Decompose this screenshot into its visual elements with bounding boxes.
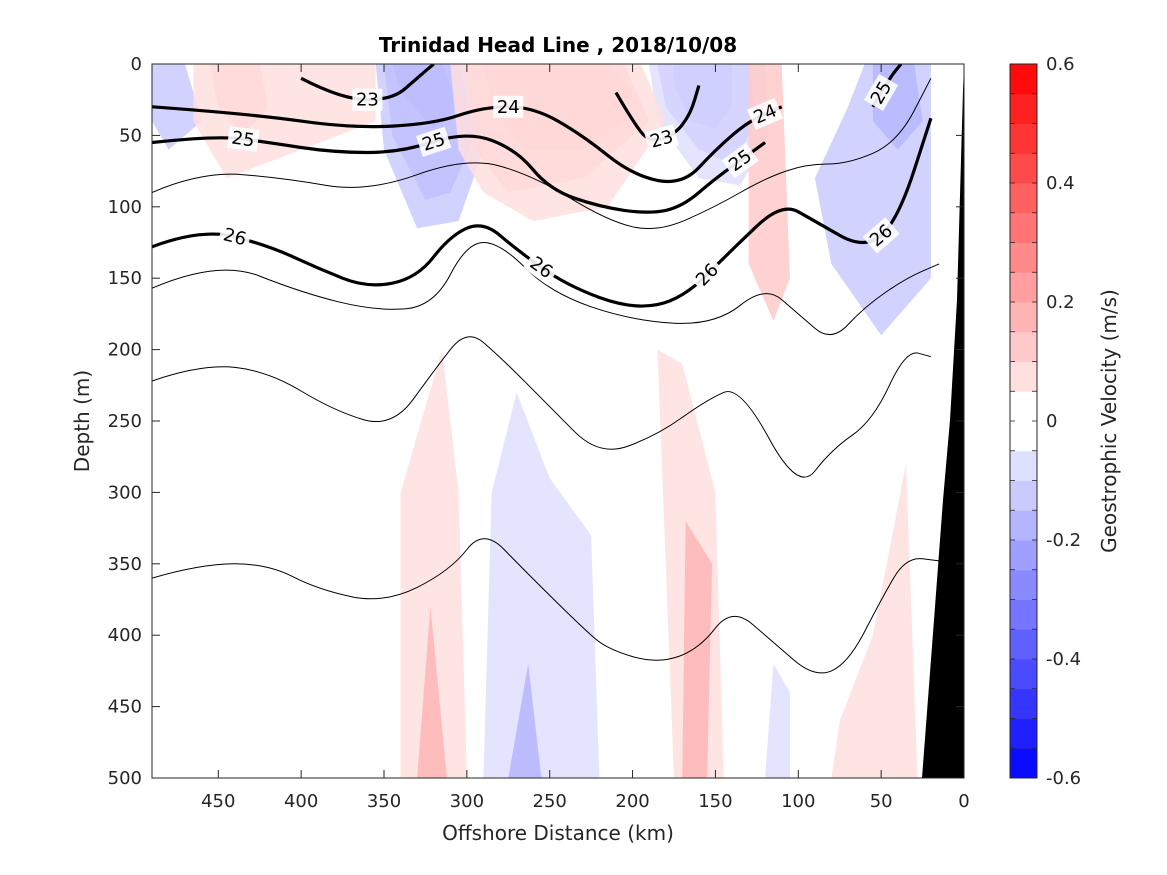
colorbar-segment bbox=[1010, 421, 1037, 452]
colorbar: -0.6 -0.4 -0.2 0 0.2 0.4 0.6 bbox=[1009, 54, 1081, 789]
x-tick-label: 200 bbox=[615, 791, 649, 812]
velocity-patch bbox=[400, 349, 467, 778]
isopycnal-label-bg bbox=[226, 125, 260, 153]
colorbar-tick-label: 0.6 bbox=[1046, 54, 1075, 75]
colorbar-tick-label: 0.4 bbox=[1046, 173, 1075, 194]
isopycnal-thin bbox=[152, 336, 932, 478]
colorbar-segment bbox=[1010, 183, 1037, 214]
y-tick-label: 0 bbox=[131, 54, 142, 75]
colorbar-segment bbox=[1010, 629, 1037, 660]
isopycnal-label-bg bbox=[864, 74, 899, 112]
plot-area bbox=[152, 64, 964, 778]
isopycnal-label: 25 bbox=[230, 127, 256, 151]
isopycnal-label-bg bbox=[862, 217, 900, 254]
colorbar-segment bbox=[1010, 569, 1037, 600]
colorbar-segment bbox=[1010, 212, 1037, 243]
y-tick-label: 500 bbox=[108, 768, 142, 789]
isopycnal-bold bbox=[152, 105, 783, 184]
colorbar-tick-label: -0.2 bbox=[1046, 530, 1081, 551]
colorbar-segment bbox=[1010, 361, 1037, 392]
colorbar-segment bbox=[1010, 123, 1037, 154]
colorbar-title: Geostrophic Velocity (m/s) bbox=[1097, 289, 1121, 553]
isopycnal-label-bg bbox=[644, 124, 680, 154]
velocity-patch bbox=[417, 606, 447, 778]
y-tick-label: 100 bbox=[108, 197, 142, 218]
x-axis: 450 400 350 300 250 200 150 100 50 0 bbox=[201, 64, 970, 812]
x-axis-title: Offshore Distance (km) bbox=[442, 821, 674, 845]
isopycnal-label-bg bbox=[688, 256, 726, 293]
y-axis-title: Depth (m) bbox=[70, 370, 94, 472]
velocity-patch bbox=[814, 64, 931, 336]
colorbar-segment bbox=[1010, 450, 1037, 481]
isopycnal-label-bg bbox=[522, 249, 561, 286]
isopycnal-thin bbox=[152, 242, 940, 335]
isopycnal-label-bg bbox=[747, 97, 784, 131]
colorbar-segment bbox=[1010, 599, 1037, 630]
x-tick-label: 150 bbox=[698, 791, 732, 812]
colorbar-segment bbox=[1010, 688, 1037, 719]
isopycnal-label-bg bbox=[721, 142, 759, 179]
colorbar-segment bbox=[1010, 153, 1037, 184]
colorbar-segment bbox=[1010, 391, 1037, 422]
y-axis: 0 50 100 150 200 250 300 350 400 450 500 bbox=[108, 54, 964, 789]
velocity-patch bbox=[765, 663, 790, 778]
x-tick-label: 250 bbox=[533, 791, 567, 812]
colorbar-segment bbox=[1010, 540, 1037, 571]
isopycnal-label-bg bbox=[493, 95, 524, 118]
velocity-patch bbox=[831, 463, 918, 778]
colorbar-segment bbox=[1010, 302, 1037, 333]
y-tick-label: 400 bbox=[108, 625, 142, 646]
bathymetry-shelf bbox=[922, 64, 964, 778]
y-tick-label: 50 bbox=[119, 125, 142, 146]
x-tick-label: 50 bbox=[870, 791, 893, 812]
colorbar-segment bbox=[1010, 510, 1037, 541]
velocity-field bbox=[152, 64, 931, 778]
colorbar-segment bbox=[1010, 659, 1037, 690]
chart-title: Trinidad Head Line , 2018/10/08 bbox=[379, 33, 737, 57]
y-tick-label: 300 bbox=[108, 482, 142, 503]
velocity-patch bbox=[682, 521, 713, 778]
colorbar-tick-label: -0.6 bbox=[1046, 768, 1081, 789]
isopycnal-label: 24 bbox=[497, 97, 520, 118]
x-tick-label: 450 bbox=[201, 791, 235, 812]
colorbar-segment bbox=[1010, 480, 1037, 511]
y-tick-label: 150 bbox=[108, 268, 142, 289]
colorbar-tick-label: 0 bbox=[1046, 411, 1057, 432]
isopycnal-bold bbox=[152, 134, 767, 214]
isopycnal-label-bg bbox=[352, 88, 383, 111]
isopycnal-label-bg bbox=[416, 126, 452, 157]
y-tick-label: 450 bbox=[108, 697, 142, 718]
y-tick-label: 250 bbox=[108, 411, 142, 432]
velocity-patch bbox=[152, 64, 202, 150]
isopycnal-thin bbox=[152, 538, 940, 674]
x-tick-label: 100 bbox=[781, 791, 815, 812]
colorbar-segment bbox=[1010, 93, 1037, 124]
velocity-patch bbox=[483, 392, 600, 778]
isopycnal-label: 23 bbox=[356, 90, 379, 111]
colorbar-segment bbox=[1010, 64, 1037, 95]
colorbar-segment bbox=[1010, 718, 1037, 749]
x-tick-label: 300 bbox=[450, 791, 484, 812]
colorbar-tick-label: -0.4 bbox=[1046, 649, 1081, 670]
colorbar-segment bbox=[1010, 242, 1037, 273]
isopycnal-thin bbox=[152, 78, 932, 229]
isopycnal-label-bg bbox=[217, 222, 253, 252]
y-tick-label: 200 bbox=[108, 340, 142, 361]
colorbar-segment bbox=[1010, 272, 1037, 303]
colorbar-segment bbox=[1010, 331, 1037, 362]
x-tick-label: 350 bbox=[367, 791, 401, 812]
x-tick-label: 0 bbox=[958, 791, 969, 812]
colorbar-tick-label: 0.2 bbox=[1046, 292, 1075, 313]
x-tick-label: 400 bbox=[284, 791, 318, 812]
velocity-patch bbox=[508, 663, 542, 778]
y-tick-label: 350 bbox=[108, 554, 142, 575]
isopycnal-bold bbox=[300, 64, 435, 102]
colorbar-segment bbox=[1010, 748, 1037, 779]
